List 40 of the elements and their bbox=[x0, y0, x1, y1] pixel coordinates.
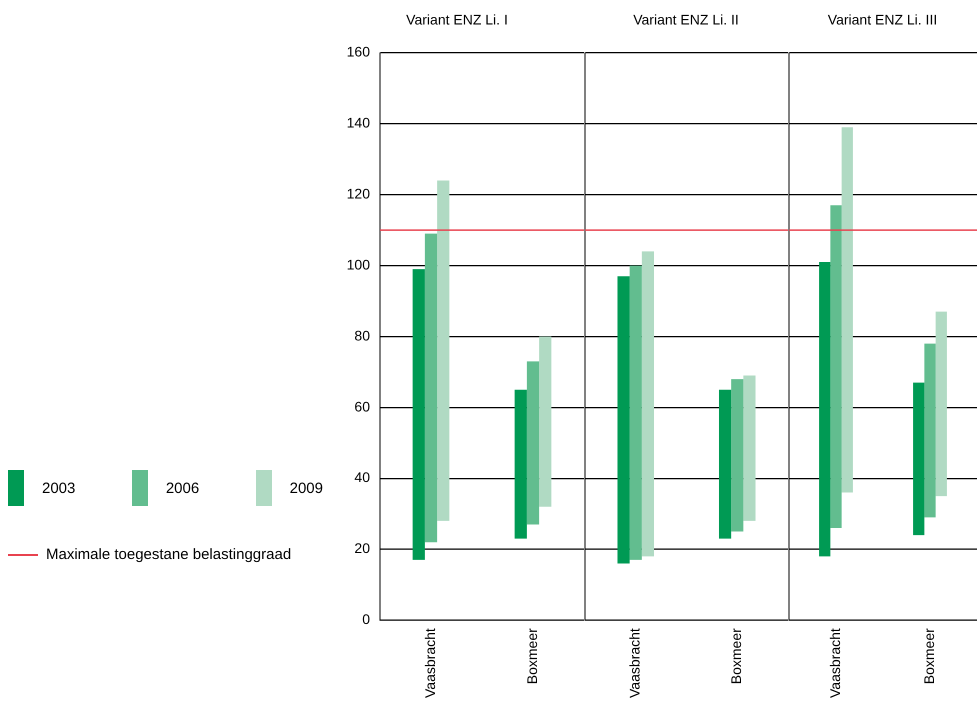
y-tick-label: 120 bbox=[346, 186, 370, 202]
x-tick-label: Boxmeer bbox=[728, 628, 744, 684]
bar bbox=[731, 379, 744, 532]
chart-title: Variant ENZ Li. III bbox=[828, 11, 938, 28]
legend-label: 2006 bbox=[166, 480, 200, 496]
bar bbox=[617, 276, 630, 564]
y-tick-label: 60 bbox=[354, 398, 370, 414]
y-tick-label: 20 bbox=[354, 540, 370, 556]
bar bbox=[539, 336, 552, 507]
y-tick-label: 80 bbox=[354, 327, 370, 344]
x-tick-label: Vaasbracht bbox=[826, 628, 843, 698]
bar bbox=[526, 361, 540, 524]
bar bbox=[718, 390, 732, 539]
legend-label: Maximale toegestane belastinggraad bbox=[46, 546, 292, 563]
x-tick-label: Vaasbracht bbox=[422, 628, 438, 698]
bar bbox=[630, 266, 642, 560]
y-tick-label: 0 bbox=[362, 611, 370, 628]
y-tick-label: 100 bbox=[346, 256, 370, 272]
chart-title: Variant ENZ Li. I bbox=[406, 11, 508, 28]
bar bbox=[642, 251, 654, 556]
bar bbox=[936, 312, 947, 496]
legend-label: 2003 bbox=[42, 480, 76, 496]
bar bbox=[830, 205, 842, 528]
chart-title: Variant ENZ Li. II bbox=[633, 11, 739, 28]
bar bbox=[424, 234, 438, 542]
bar bbox=[924, 344, 936, 518]
bar bbox=[819, 262, 830, 556]
bar bbox=[842, 127, 853, 493]
bar bbox=[437, 180, 450, 521]
x-tick-label: Boxmeer bbox=[524, 628, 540, 684]
x-tick-label: Vaasbracht bbox=[626, 628, 643, 698]
bar bbox=[743, 376, 756, 521]
bar bbox=[514, 390, 527, 539]
legend-label: 2009 bbox=[290, 480, 323, 496]
y-tick-label: 160 bbox=[346, 44, 370, 60]
y-tick-label: 140 bbox=[346, 114, 370, 131]
y-tick-label: 40 bbox=[354, 469, 370, 486]
bar bbox=[913, 382, 924, 536]
x-tick-label: Boxmeer bbox=[920, 628, 937, 684]
bar bbox=[412, 269, 425, 560]
